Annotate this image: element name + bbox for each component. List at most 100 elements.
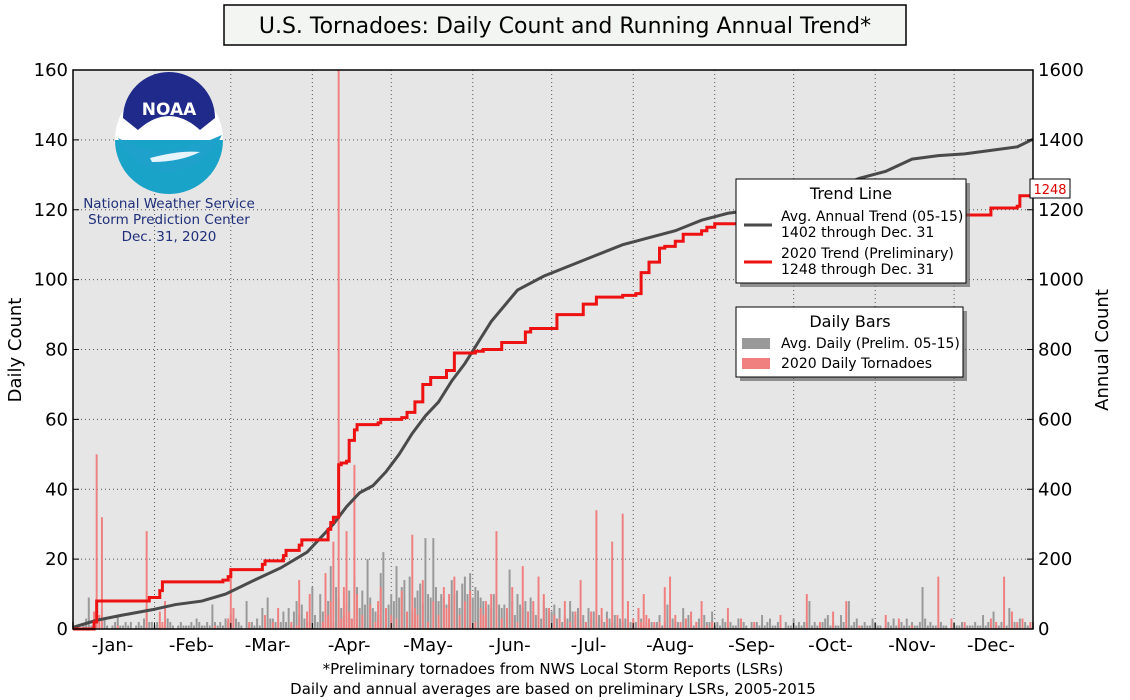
daily-2020-bar (516, 622, 519, 629)
avg-daily-bar (913, 625, 916, 629)
avg-daily-bar (887, 622, 890, 629)
avg-daily-bar (550, 611, 553, 629)
avg-daily-bar (529, 597, 532, 629)
daily-2020-bar (290, 622, 293, 629)
avg-daily-bar (534, 615, 537, 629)
avg-daily-bar (82, 625, 85, 629)
x-axis: -Jan- -Feb- -Mar- -Apr- -May- -Jun- -Jul- -Aug-… (92, 623, 1015, 656)
daily-2020-bar (421, 580, 424, 629)
daily-2020-bar (532, 601, 535, 629)
avg-daily-bar (103, 618, 106, 629)
avg-daily-bar (803, 622, 806, 629)
avg-daily-bar (471, 597, 474, 629)
x-month-label: -Oct- (808, 635, 853, 656)
avg-daily-bar (1013, 622, 1016, 629)
daily-2020-bar (432, 601, 435, 629)
avg-daily-bar (634, 622, 637, 629)
avg-daily-bar (487, 604, 490, 629)
daily-2020-bar (616, 615, 619, 629)
daily-2020-bar (345, 531, 348, 629)
avg-daily-bar (732, 625, 735, 629)
avg-daily-bar (287, 608, 290, 629)
avg-daily-bar (569, 601, 572, 629)
daily-2020-bar (605, 618, 608, 629)
avg-daily-bar (382, 552, 385, 629)
daily-2020-bar (264, 615, 266, 629)
avg-daily-bar (540, 618, 543, 629)
daily-2020-bar (937, 576, 940, 629)
legend-trend-title: Trend Line (809, 184, 892, 203)
avg-daily-bar (692, 625, 695, 629)
avg-daily-bar (127, 625, 130, 629)
daily-2020-bar (437, 615, 440, 629)
daily-2020-bar (621, 513, 624, 629)
y-left-tick-label: 160 (34, 60, 68, 81)
daily-2020-bar (332, 541, 335, 629)
avg-daily-bar (997, 625, 1000, 629)
daily-2020-bar (348, 611, 351, 629)
daily-2020-bar (445, 608, 448, 629)
avg-daily-bar (156, 622, 159, 629)
avg-daily-bar (661, 625, 664, 629)
avg-daily-bar (266, 597, 269, 629)
legend-avg-daily-label: Avg. Daily (Prelim. 05-15) (781, 336, 960, 352)
avg-daily-bar (424, 538, 427, 629)
avg-daily-bar (619, 618, 622, 629)
avg-daily-bar (408, 576, 411, 629)
avg-daily-bar (769, 618, 771, 629)
avg-daily-bar (87, 597, 90, 629)
avg-daily-bar (313, 615, 316, 629)
daily-2020-bar (95, 454, 98, 629)
avg-daily-bar (240, 625, 243, 629)
x-month-label: -Jun- (489, 635, 531, 656)
y-right-tick-label: 1600 (1038, 60, 1084, 81)
daily-2020-bar (626, 601, 629, 629)
avg-daily-bar (140, 625, 143, 629)
daily-2020-bar (448, 594, 451, 629)
daily-2020-bar (1016, 622, 1019, 629)
daily-2020-bar (584, 622, 587, 629)
avg-daily-bar (135, 625, 138, 629)
avg-daily-bar (321, 611, 324, 629)
avg-daily-bar (816, 625, 819, 629)
daily-2020-bar (611, 541, 614, 629)
daily-2020-bar (527, 611, 529, 629)
avg-daily-bar (258, 625, 261, 629)
daily-2020-bar (600, 608, 603, 629)
daily-2020-bar (342, 587, 345, 629)
avg-daily-bar (868, 625, 871, 629)
x-month-label: -May- (403, 635, 453, 656)
daily-2020-bar (232, 608, 235, 629)
avg-daily-bar (348, 590, 351, 629)
daily-2020-bar (474, 622, 477, 629)
legend-trend: Trend Line Avg. Annual Trend (05-15) 140… (735, 178, 970, 287)
avg-daily-bar (363, 604, 366, 629)
daily-2020-bar (832, 611, 835, 629)
y-right-tick-label: 400 (1038, 479, 1072, 500)
daily-2020-bar (116, 625, 119, 629)
avg-daily-bar (918, 622, 921, 629)
avg-daily-bar (179, 622, 182, 629)
daily-2020-bar (350, 618, 353, 629)
daily-2020-bar (679, 622, 682, 629)
avg-daily-bar (774, 625, 777, 629)
avg-daily-bar (371, 608, 374, 629)
x-month-label: -Apr- (328, 635, 371, 656)
avg-daily-bar (790, 625, 793, 629)
avg-daily-bar (256, 618, 259, 629)
avg-daily-bar (245, 601, 248, 629)
daily-2020-bar (271, 622, 274, 629)
daily-2020-bar (818, 622, 821, 629)
daily-2020-bar (308, 594, 311, 629)
legend-avg-daily-swatch (742, 338, 770, 349)
org-line-1: National Weather Service (83, 196, 255, 212)
avg-daily-bar (274, 622, 277, 629)
avg-daily-bar (319, 594, 322, 629)
daily-2020-bar (500, 618, 503, 629)
avg-daily-bar (758, 625, 761, 629)
avg-daily-bar (114, 622, 117, 629)
y-left-tick-label: 80 (45, 340, 68, 361)
avg-daily-bar (745, 625, 748, 629)
avg-daily-bar (971, 625, 974, 629)
